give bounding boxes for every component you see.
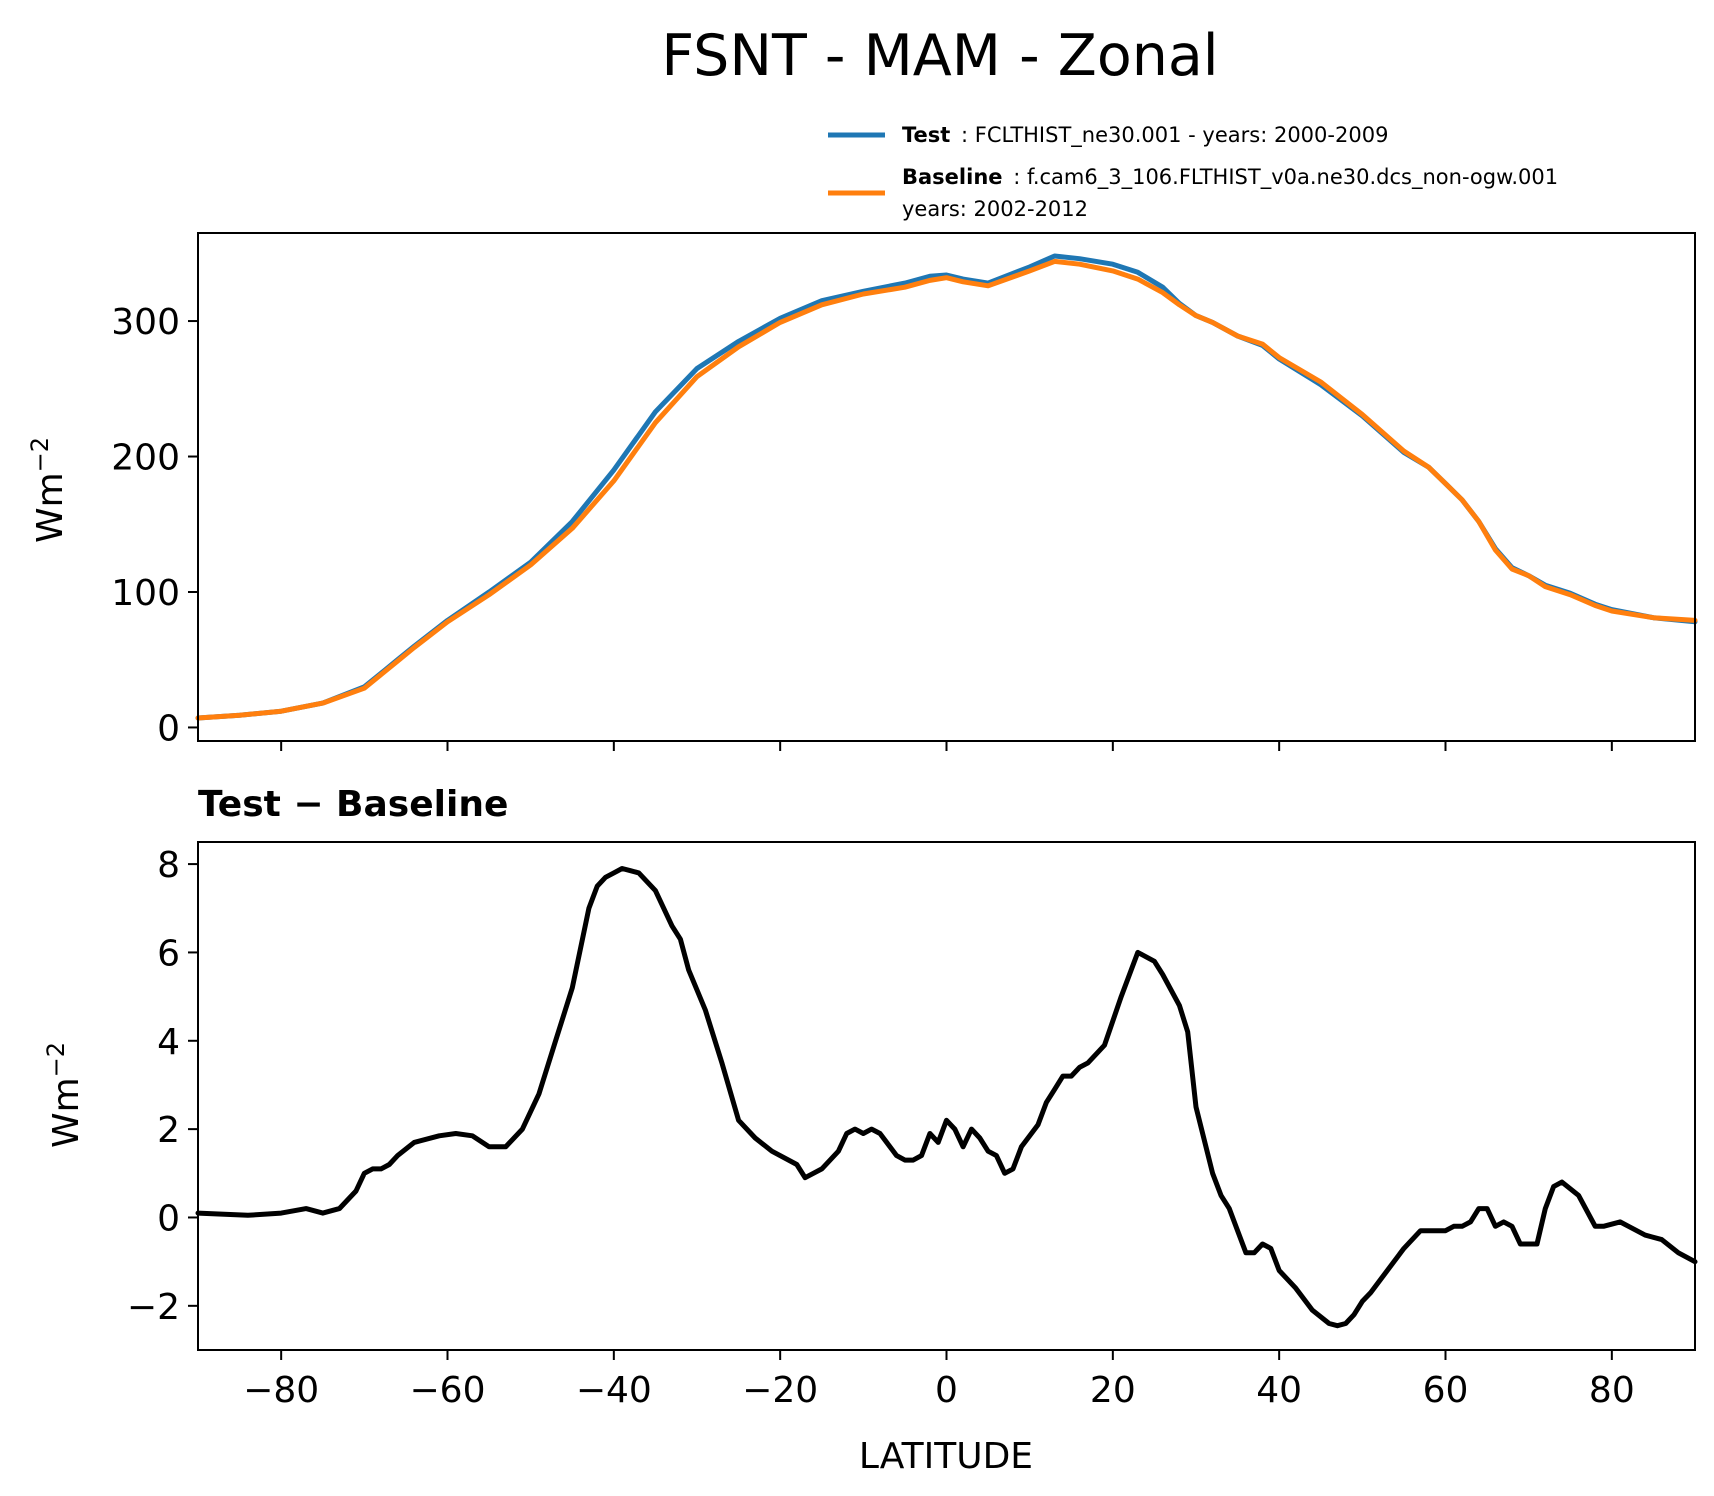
top-y-tick-label: 0 <box>157 708 180 749</box>
bottom-y-tick-label: 8 <box>157 845 180 886</box>
bottom-y-tick-label: −2 <box>127 1287 180 1328</box>
top-panel: Wm−2 0 100 200 300 <box>26 232 1698 751</box>
bottom-panel-title: Test − Baseline <box>198 784 508 825</box>
top-y-ticks: 0 100 200 300 <box>111 302 198 749</box>
bottom-x-ticks: −80 −60 −40 −20 0 20 40 60 80 <box>243 1350 1635 1411</box>
top-y-tick-label: 300 <box>111 302 180 343</box>
bottom-x-tick-label: −80 <box>243 1370 319 1411</box>
bottom-panel-ylabel: Wm−2 <box>42 1042 87 1148</box>
legend-baseline-label: Baseline <box>902 165 1003 189</box>
legend-baseline-text: : f.cam6_3_106.FLTHIST_v0a.ne30.dcs_non-… <box>1013 165 1558 190</box>
bottom-x-tick-label: −20 <box>742 1370 818 1411</box>
bottom-x-tick-label: 20 <box>1090 1370 1136 1411</box>
bottom-x-tick-label: −40 <box>576 1370 652 1411</box>
legend: Test : FCLTHIST_ne30.001 - years: 2000-2… <box>828 123 1558 221</box>
bottom-y-tick-label: 6 <box>157 933 180 974</box>
legend-test-label: Test <box>902 123 950 147</box>
bottom-x-tick-label: 80 <box>1589 1370 1635 1411</box>
x-axis-label: LATITUDE <box>859 1436 1033 1477</box>
legend-test-text: : FCLTHIST_ne30.001 - years: 2000-2009 <box>961 123 1388 148</box>
top-y-tick-label: 100 <box>111 573 180 614</box>
bottom-panel-frame <box>197 841 1696 1351</box>
top-panel-ylabel: Wm−2 <box>26 437 71 543</box>
figure-title: FSNT - MAM - Zonal <box>661 23 1218 89</box>
bottom-series-group <box>195 866 1698 1329</box>
svg-text:Baseline : f.cam6_3_106.: Baseline : f.cam6_3_106.FLTHIST_v0a.ne30… <box>902 165 1558 190</box>
bottom-x-tick-label: −60 <box>410 1370 486 1411</box>
top-x-ticks <box>280 741 1613 751</box>
top-series-group <box>195 253 1698 721</box>
bottom-series-test-baseline-line <box>195 866 1698 1329</box>
top-y-tick-label: 200 <box>111 438 180 479</box>
bottom-y-tick-label: 4 <box>157 1022 180 1063</box>
bottom-x-tick-label: 0 <box>935 1370 958 1411</box>
bottom-y-tick-label: 0 <box>157 1198 180 1239</box>
svg-text:Test : FCLTHIST_ne30.001: Test : FCLTHIST_ne30.001 - years: 2000-2… <box>902 123 1388 148</box>
bottom-y-tick-label: 2 <box>157 1110 180 1151</box>
legend-baseline-text-line2: years: 2002-2012 <box>902 197 1088 221</box>
bottom-y-ticks: −2 0 2 4 6 8 <box>127 845 198 1328</box>
top-panel-frame <box>197 232 1696 742</box>
bottom-x-tick-label: 40 <box>1256 1370 1302 1411</box>
bottom-x-tick-label: 60 <box>1423 1370 1469 1411</box>
top-series-baseline-line <box>195 258 1698 721</box>
